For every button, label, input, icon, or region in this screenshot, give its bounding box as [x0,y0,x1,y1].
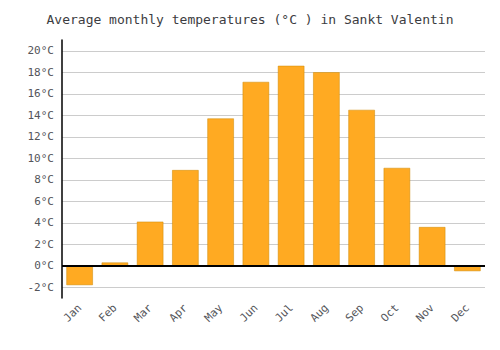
svg-text:Sep: Sep [343,301,366,324]
svg-text:Feb: Feb [96,301,119,324]
svg-text:0°C: 0°C [34,259,54,272]
svg-text:20°C: 20°C [28,44,55,57]
svg-text:4°C: 4°C [34,216,54,229]
svg-text:Jan: Jan [61,301,84,324]
svg-text:Jun: Jun [237,301,260,324]
svg-text:Jul: Jul [272,301,295,324]
svg-text:6°C: 6°C [34,195,54,208]
svg-text:Apr: Apr [167,301,190,324]
svg-text:Oct: Oct [378,301,401,324]
svg-text:Mar: Mar [131,301,154,324]
svg-text:12°C: 12°C [28,130,55,143]
svg-text:Dec: Dec [449,301,472,324]
svg-text:14°C: 14°C [28,109,55,122]
svg-text:18°C: 18°C [28,66,55,79]
svg-text:Average monthly temperatures (: Average monthly temperatures (°C ) in Sa… [47,12,454,27]
svg-text:8°C: 8°C [34,173,54,186]
svg-text:10°C: 10°C [28,152,55,165]
svg-text:16°C: 16°C [28,87,55,100]
svg-text:Nov: Nov [413,301,436,324]
svg-text:Aug: Aug [308,301,331,324]
svg-text:2°C: 2°C [34,238,54,251]
svg-text:May: May [202,301,225,324]
svg-text:-2°C: -2°C [28,281,55,294]
